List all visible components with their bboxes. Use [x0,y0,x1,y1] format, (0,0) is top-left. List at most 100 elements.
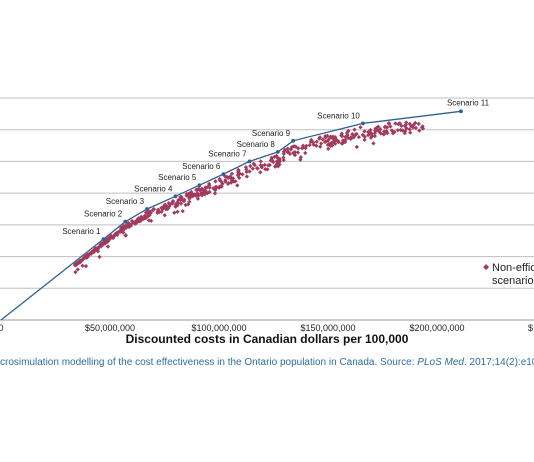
non-efficient-point [213,179,218,184]
non-efficient-point [265,167,270,172]
non-efficient-point [369,132,374,137]
frontier-point [221,172,226,177]
non-efficient-point [329,141,334,146]
non-efficient-point [314,139,319,144]
non-efficient-point [179,201,184,206]
non-efficient-point [147,212,152,218]
non-efficient-point [374,127,380,133]
non-efficient-point [172,210,177,215]
non-efficient-point [248,164,253,169]
non-efficient-point [353,132,358,137]
non-efficient-point [300,143,306,148]
scenario-label: Scenario 4 [134,184,173,193]
non-efficient-point [358,125,363,130]
non-efficient-point [303,150,308,156]
non-efficient-point [269,155,274,160]
non-efficient-point [180,209,185,214]
non-efficient-point [286,149,291,155]
scenario-label: Scenario 7 [208,149,247,158]
non-efficient-point [203,188,208,194]
non-efficient-point [195,187,200,192]
x-tick-label: $100,000,000 [191,323,246,333]
non-efficient-point [217,176,222,182]
non-efficient-point [322,139,328,145]
non-efficient-point [325,138,331,143]
non-efficient-point [372,134,377,139]
frontier-point [173,194,178,199]
non-efficient-point [207,189,212,195]
non-efficient-point [368,135,374,140]
frontier-point [360,121,365,126]
non-efficient-point [354,144,359,150]
x-tick-label: $200,000,000 [409,323,464,333]
non-efficient-point [272,164,278,169]
non-efficient-point [223,178,228,183]
non-efficient-point [281,155,286,160]
non-efficient-point [314,143,319,148]
non-efficient-point [170,200,175,205]
non-efficient-point [251,161,256,166]
non-efficient-point [342,140,348,145]
non-efficient-point [202,192,208,197]
frontier-point [101,237,106,242]
non-efficient-point [236,170,241,175]
non-efficient-point [356,134,362,140]
non-efficient-point [128,222,133,227]
non-efficient-point [162,213,167,218]
non-efficient-point [372,130,378,136]
scenario-label: Scenario 2 [84,210,123,219]
non-efficient-point [206,181,212,187]
non-efficient-point [176,197,181,203]
non-efficient-point [98,242,103,247]
non-efficient-point [102,240,107,245]
frontier-point [145,207,149,211]
caption-journal: PLoS Med [417,357,464,368]
frontier-point [291,138,296,143]
non-efficient-point [187,196,192,201]
scenario-label: Scenario 3 [106,197,145,206]
non-efficient-point [105,244,111,249]
scenario-label: Scenario 11 [447,98,490,107]
non-efficient-point [225,181,231,187]
non-efficient-point [218,184,223,189]
legend: Non-effici scenarios [483,262,534,287]
non-efficient-point [320,137,325,142]
non-efficient-point [228,175,233,180]
scenario-label: Scenario 8 [237,140,276,149]
non-efficient-point [271,159,276,165]
caption-suffix: . 2017;14(2):e10022 [463,357,534,368]
non-efficient-point [381,132,386,137]
non-efficient-point [244,174,249,179]
scenario-label: Scenario 9 [252,129,291,138]
non-efficient-point [319,141,324,146]
caption-prefix: crosimulation modelling of the cost effe… [0,357,418,368]
non-efficient-point [318,144,323,149]
non-efficient-point [151,207,156,213]
non-efficient-point [390,131,396,136]
non-efficient-point [288,147,294,152]
legend-label-line2: scenarios [492,275,534,287]
non-efficient-point [291,144,297,149]
non-efficient-point [417,128,422,133]
non-efficient-point [346,128,351,133]
non-efficient-point [339,133,345,139]
non-efficient-point [196,193,201,198]
non-efficient-point [80,263,85,268]
non-efficient-point [298,157,303,162]
frontier-point [459,109,463,114]
non-efficient-point [330,136,336,141]
non-efficient-point [348,136,353,141]
non-efficient-point [362,137,367,143]
non-efficient-point [258,170,263,175]
non-efficient-point [395,128,400,133]
non-efficient-point [179,194,184,200]
non-efficient-point [111,235,116,241]
non-efficient-point [212,191,218,196]
non-efficient-point [275,155,280,160]
non-efficient-point [123,233,128,238]
non-efficient-point [83,264,89,269]
frontier-point [123,219,128,224]
non-efficient-point [407,127,412,132]
non-efficient-point [317,136,322,141]
